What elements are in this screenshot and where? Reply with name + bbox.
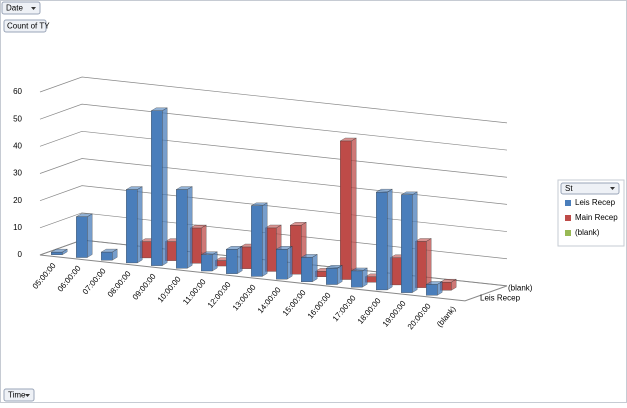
- depth-label: (blank): [508, 284, 533, 293]
- bar: [301, 257, 313, 282]
- depth-label: Leis Recep: [480, 294, 521, 303]
- bar: [101, 251, 113, 261]
- bar: [51, 251, 63, 255]
- bar-side: [387, 188, 393, 291]
- bar-side: [312, 254, 318, 283]
- bar-side: [137, 186, 143, 264]
- legend-button[interactable]: St: [560, 182, 620, 195]
- bar: [226, 249, 238, 274]
- bar-side: [187, 186, 193, 269]
- legend-label: Leis Recep: [575, 198, 616, 207]
- bar: [76, 216, 88, 258]
- y-tick-label: 20: [13, 196, 22, 205]
- grid-line: [39, 212, 508, 260]
- legend-label: (blank): [575, 228, 600, 237]
- bar: [376, 191, 388, 291]
- values-button[interactable]: Count of TY: [3, 19, 50, 33]
- bar-side: [287, 246, 293, 280]
- grid-line: [39, 185, 508, 232]
- y-tick-label: 0: [18, 250, 23, 259]
- bar-side: [262, 202, 268, 277]
- y-tick-label: 10: [13, 223, 22, 232]
- grid-line: [39, 130, 508, 178]
- bar-side: [237, 246, 243, 275]
- bar: [176, 189, 188, 269]
- grid-line: [39, 76, 508, 124]
- grid-line: [39, 158, 508, 205]
- bar-side: [362, 267, 368, 288]
- bar-side: [87, 213, 93, 258]
- bar: [251, 205, 263, 277]
- legend-swatch: [565, 230, 571, 236]
- bar: [326, 268, 338, 285]
- bar: [201, 254, 213, 272]
- bar-side: [337, 264, 343, 285]
- filter-label: Date: [6, 4, 23, 13]
- y-tick-label: 30: [13, 169, 22, 178]
- y-tick-label: 60: [13, 87, 22, 96]
- axis-button[interactable]: Time: [3, 388, 35, 402]
- bar: [151, 110, 163, 266]
- axis-label: Time: [8, 391, 26, 400]
- filter-button[interactable]: Date: [1, 1, 41, 15]
- dropdown-arrow: [25, 394, 30, 397]
- bar: [340, 140, 352, 280]
- bar: [351, 270, 363, 288]
- bar-side: [426, 238, 432, 288]
- y-tick-label: 40: [13, 141, 22, 150]
- bar-side: [212, 251, 218, 272]
- y-tick-label: 50: [13, 114, 22, 123]
- legend-label: Main Recep: [575, 213, 618, 222]
- bar-side: [412, 191, 418, 293]
- bar-side: [351, 137, 357, 280]
- legend-swatch: [565, 215, 571, 221]
- bar: [126, 189, 138, 264]
- bar: [426, 284, 438, 296]
- bar-side: [162, 107, 168, 266]
- values-label: Count of TY: [7, 22, 50, 31]
- bar: [401, 194, 413, 293]
- legend-swatch: [565, 200, 571, 206]
- bar: [276, 249, 288, 280]
- grid-line: [39, 103, 508, 151]
- dropdown-arrow: [31, 7, 36, 10]
- dropdown-arrow: [610, 187, 615, 190]
- legend-field-label: St: [565, 184, 573, 193]
